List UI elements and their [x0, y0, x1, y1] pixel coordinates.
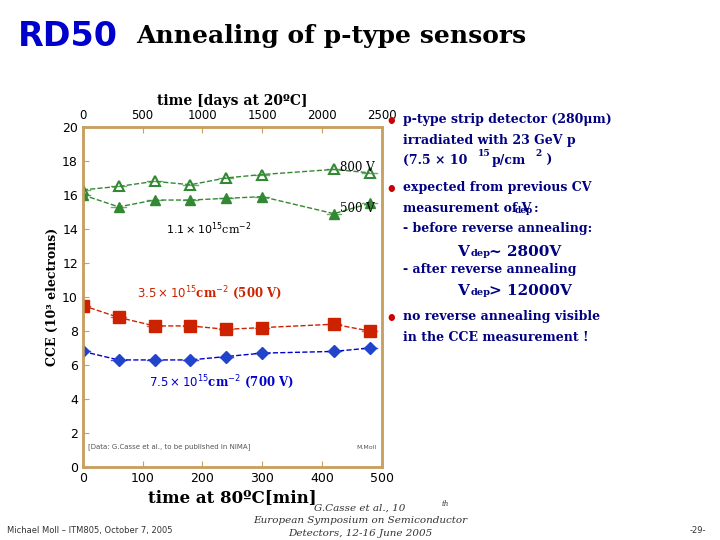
Text: no reverse annealing visible: no reverse annealing visible [403, 310, 600, 323]
Text: [Data: G.Casse et al., to be published in NIMA]: [Data: G.Casse et al., to be published i… [88, 443, 250, 450]
Text: 500 V: 500 V [340, 202, 374, 215]
Text: :: : [534, 201, 538, 214]
Text: $7.5 \times 10^{15}$cm$^{-2}$ (700 V): $7.5 \times 10^{15}$cm$^{-2}$ (700 V) [148, 373, 294, 391]
Text: -29-: -29- [689, 525, 706, 535]
Text: CERN: CERN [653, 12, 683, 22]
Text: irradiated with 23 GeV p: irradiated with 23 GeV p [403, 134, 576, 147]
Text: $1.1 \times 10^{15}$cm$^{-2}$: $1.1 \times 10^{15}$cm$^{-2}$ [166, 221, 252, 237]
Text: measurement of V: measurement of V [403, 201, 531, 214]
Text: V: V [457, 284, 469, 298]
Text: $3.5 \times 10^{15}$cm$^{-2}$ (500 V): $3.5 \times 10^{15}$cm$^{-2}$ (500 V) [137, 285, 282, 302]
Text: RD50: RD50 [18, 20, 118, 53]
Text: 15: 15 [477, 149, 490, 158]
Text: expected from previous CV: expected from previous CV [403, 181, 592, 194]
Text: dep: dep [470, 249, 490, 258]
Text: p-type strip detector (280μm): p-type strip detector (280μm) [403, 113, 612, 126]
Text: Michael Moll – IТМ805, October 7, 2005: Michael Moll – IТМ805, October 7, 2005 [7, 525, 173, 535]
Text: dep: dep [470, 288, 490, 297]
Text: in the CCE measurement !: in the CCE measurement ! [403, 331, 589, 344]
Text: 2: 2 [535, 149, 541, 158]
Text: p/cm: p/cm [492, 154, 526, 167]
Text: •: • [385, 181, 397, 199]
Text: - before reverse annealing:: - before reverse annealing: [403, 222, 593, 235]
Text: > 12000V: > 12000V [489, 284, 572, 298]
Text: (7.5 × 10: (7.5 × 10 [403, 154, 467, 167]
Text: 800 V: 800 V [340, 161, 374, 174]
Text: •: • [385, 310, 397, 328]
Y-axis label: CCE (10³ electrons): CCE (10³ electrons) [46, 228, 59, 366]
Text: Annealing of p-type sensors: Annealing of p-type sensors [136, 24, 526, 49]
X-axis label: time [days at 20ºC]: time [days at 20ºC] [157, 94, 307, 108]
Text: European Symposium on Semiconductor: European Symposium on Semiconductor [253, 516, 467, 525]
Text: - after reverse annealing: - after reverse annealing [403, 263, 577, 276]
Text: •: • [385, 113, 397, 131]
Text: th: th [442, 500, 449, 508]
Text: ): ) [542, 154, 552, 167]
Text: G.Casse et al., 10: G.Casse et al., 10 [315, 503, 405, 512]
Text: M.Moll: M.Moll [356, 445, 377, 450]
Text: V: V [457, 245, 469, 259]
Text: dep: dep [515, 206, 533, 215]
Text: Detectors, 12-16 June 2005: Detectors, 12-16 June 2005 [288, 529, 432, 538]
Text: ~ 2800V: ~ 2800V [489, 245, 561, 259]
X-axis label: time at 80ºC[min]: time at 80ºC[min] [148, 489, 317, 506]
